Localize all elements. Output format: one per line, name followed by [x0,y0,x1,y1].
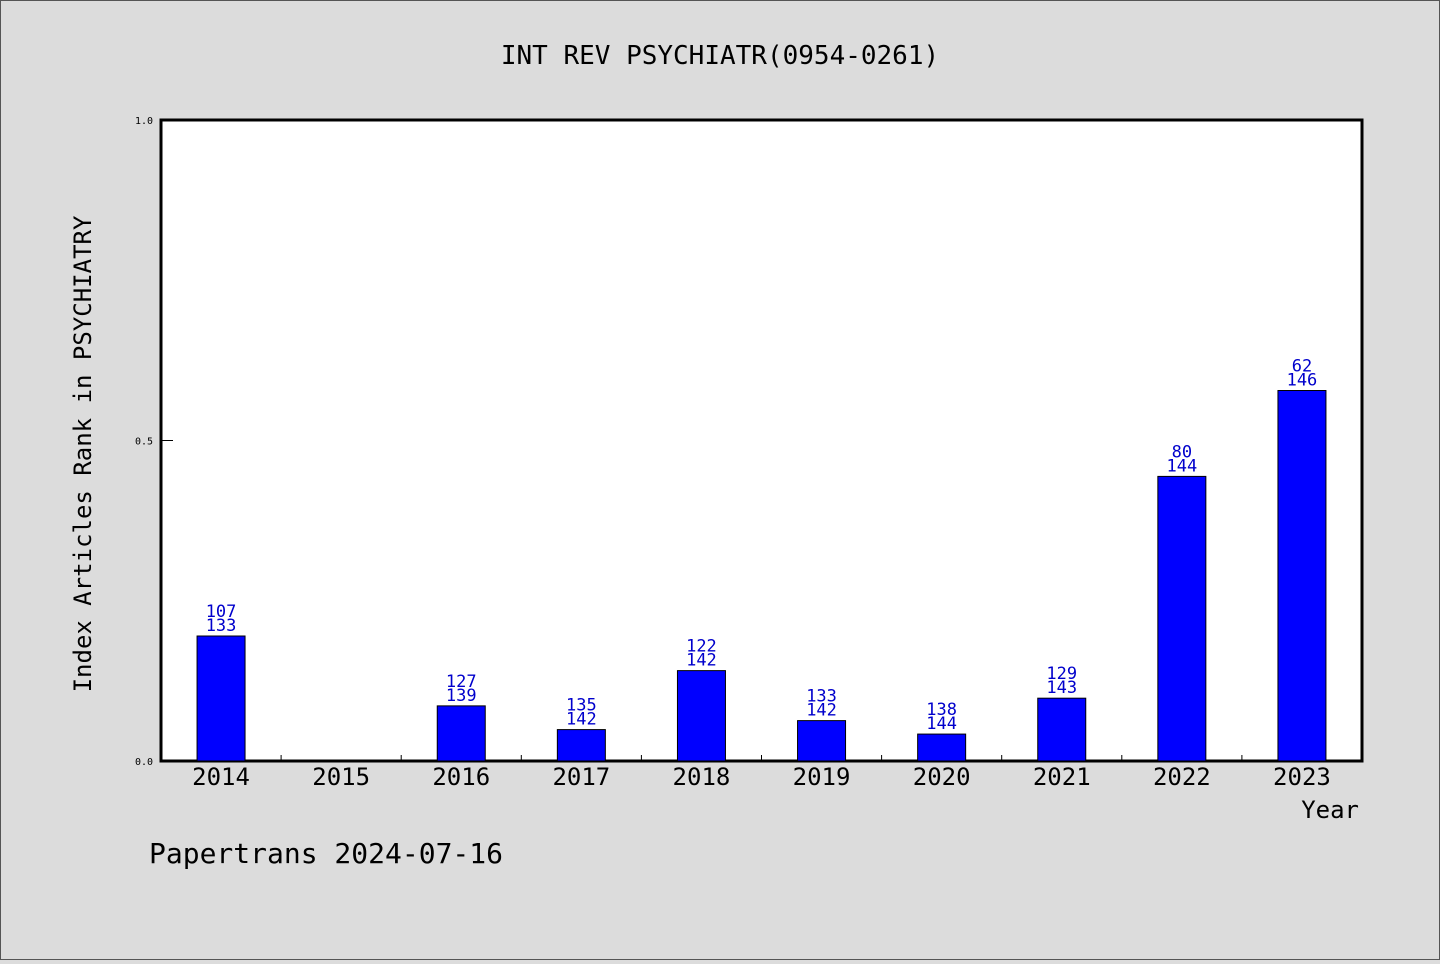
x-tick-label-2018: 2018 [673,763,731,791]
rank-label-2020: 138 [926,700,957,720]
rank-label-2021: 129 [1046,664,1077,684]
total-label-2019: 142 [806,701,837,721]
rank-label-2019: 133 [806,687,837,707]
footer-text: Papertrans 2024-07-16 [149,837,503,870]
x-tick-label-2017: 2017 [552,763,610,791]
rank-label-2018: 122 [686,637,717,657]
total-label-2017: 142 [566,710,597,730]
x-tick-label-2022: 2022 [1153,763,1211,791]
x-axis-label: Year [1301,796,1359,824]
x-tick-label-2016: 2016 [432,763,490,791]
total-label-2020: 144 [926,714,957,734]
y-axis-label: Index Articles Rank in PSYCHIATRY [69,215,97,692]
total-label-2014: 133 [206,616,237,636]
bar-2020 [917,733,967,762]
bar-2014 [196,635,246,762]
bar-2018 [676,670,726,762]
bar-2017 [556,729,606,762]
y-tick-label-1: 0.5 [135,437,153,448]
chart-title: INT REV PSYCHIATR(0954-0261) [501,41,939,71]
total-label-2018: 142 [686,651,717,671]
x-tick-label-2015: 2015 [312,763,370,791]
x-tick-label-2021: 2021 [1033,763,1091,791]
bar-2022 [1157,475,1207,762]
x-tick-label-2020: 2020 [913,763,971,791]
x-axis: 2014 2015 2016 2017 2018 2019 2020 2021 2022 2023 [192,755,1331,791]
total-label-2016: 139 [446,686,477,706]
x-tick-label-2019: 2019 [793,763,851,791]
y-tick-label-0: 0.0 [135,757,153,768]
rank-label-2017: 135 [566,696,597,716]
y-tick-label-2: 1.0 [135,116,153,127]
total-label-2022: 144 [1166,456,1197,476]
rank-label-2014: 107 [206,602,237,622]
rank-label-2016: 127 [446,672,477,692]
bar-2016 [436,705,486,762]
bar-2023 [1277,390,1327,762]
y-axis: 0.0 0.5 1.0 [135,116,173,768]
bar-2021 [1037,697,1087,762]
total-label-2021: 143 [1046,678,1077,698]
rank-label-2022: 80 [1172,442,1192,462]
bars-group [196,390,1327,762]
x-tick-label-2014: 2014 [192,763,250,791]
rank-label-2023: 62 [1292,357,1312,377]
total-label-2023: 146 [1287,371,1318,391]
x-tick-label-2023: 2023 [1273,763,1331,791]
bar-2019 [797,720,847,762]
